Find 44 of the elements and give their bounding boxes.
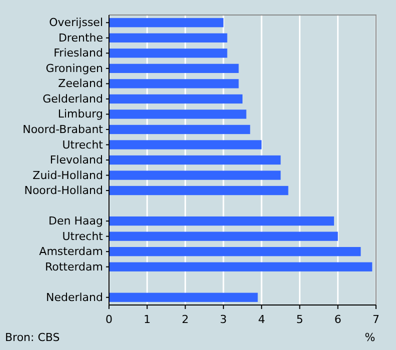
bar	[109, 247, 361, 256]
y-tick-label: Overijssel	[49, 16, 103, 30]
x-tick-label: 0	[106, 313, 112, 326]
bar	[109, 262, 372, 272]
y-tick-label: Groningen	[46, 62, 104, 75]
bar	[109, 64, 239, 73]
y-tick-label: Noord-Holland	[24, 184, 103, 198]
y-tick-label: Noord-Brabant	[22, 122, 104, 136]
y-tick-label: Amsterdam	[39, 245, 103, 258]
x-tick-label: 6	[334, 313, 342, 326]
x-tick-label: 1	[144, 313, 151, 326]
bar	[109, 170, 281, 180]
y-tick-label: Drenthe	[58, 31, 104, 44]
bar	[109, 124, 250, 134]
y-tick-label: Zeeland	[58, 77, 103, 90]
bar	[109, 79, 239, 88]
y-tick-label: Rotterdam	[44, 260, 103, 274]
x-tick-label: 2	[182, 313, 189, 326]
x-tick-label: 3	[220, 313, 227, 326]
bar	[109, 232, 338, 241]
bar	[109, 94, 242, 104]
bar	[109, 110, 246, 119]
y-tick-label: Gelderland	[42, 92, 103, 106]
bar	[109, 216, 334, 226]
text: Bron: CBS	[5, 331, 60, 344]
y-tick-label: Friesland	[54, 46, 103, 60]
bar	[109, 140, 262, 150]
y-tick-label: Den Haag	[48, 214, 103, 228]
bar	[109, 33, 228, 42]
x-axis-title: %	[364, 331, 376, 344]
bar	[109, 186, 288, 196]
y-tick-label: Limburg	[58, 108, 103, 121]
y-tick-label: Utrecht	[62, 138, 104, 152]
bar	[109, 155, 281, 165]
y-tick-label: Flevoland	[50, 154, 103, 167]
x-tick-label: 4	[258, 313, 266, 326]
bar	[109, 48, 228, 58]
bar	[109, 292, 258, 302]
x-tick-label: 7	[372, 313, 380, 326]
y-tick-label: Utrecht	[62, 230, 104, 243]
x-tick-label: 5	[296, 313, 304, 326]
y-tick-label: Zuid-Holland	[32, 168, 103, 182]
bar	[109, 18, 224, 28]
y-tick-label: Nederland	[46, 290, 103, 304]
